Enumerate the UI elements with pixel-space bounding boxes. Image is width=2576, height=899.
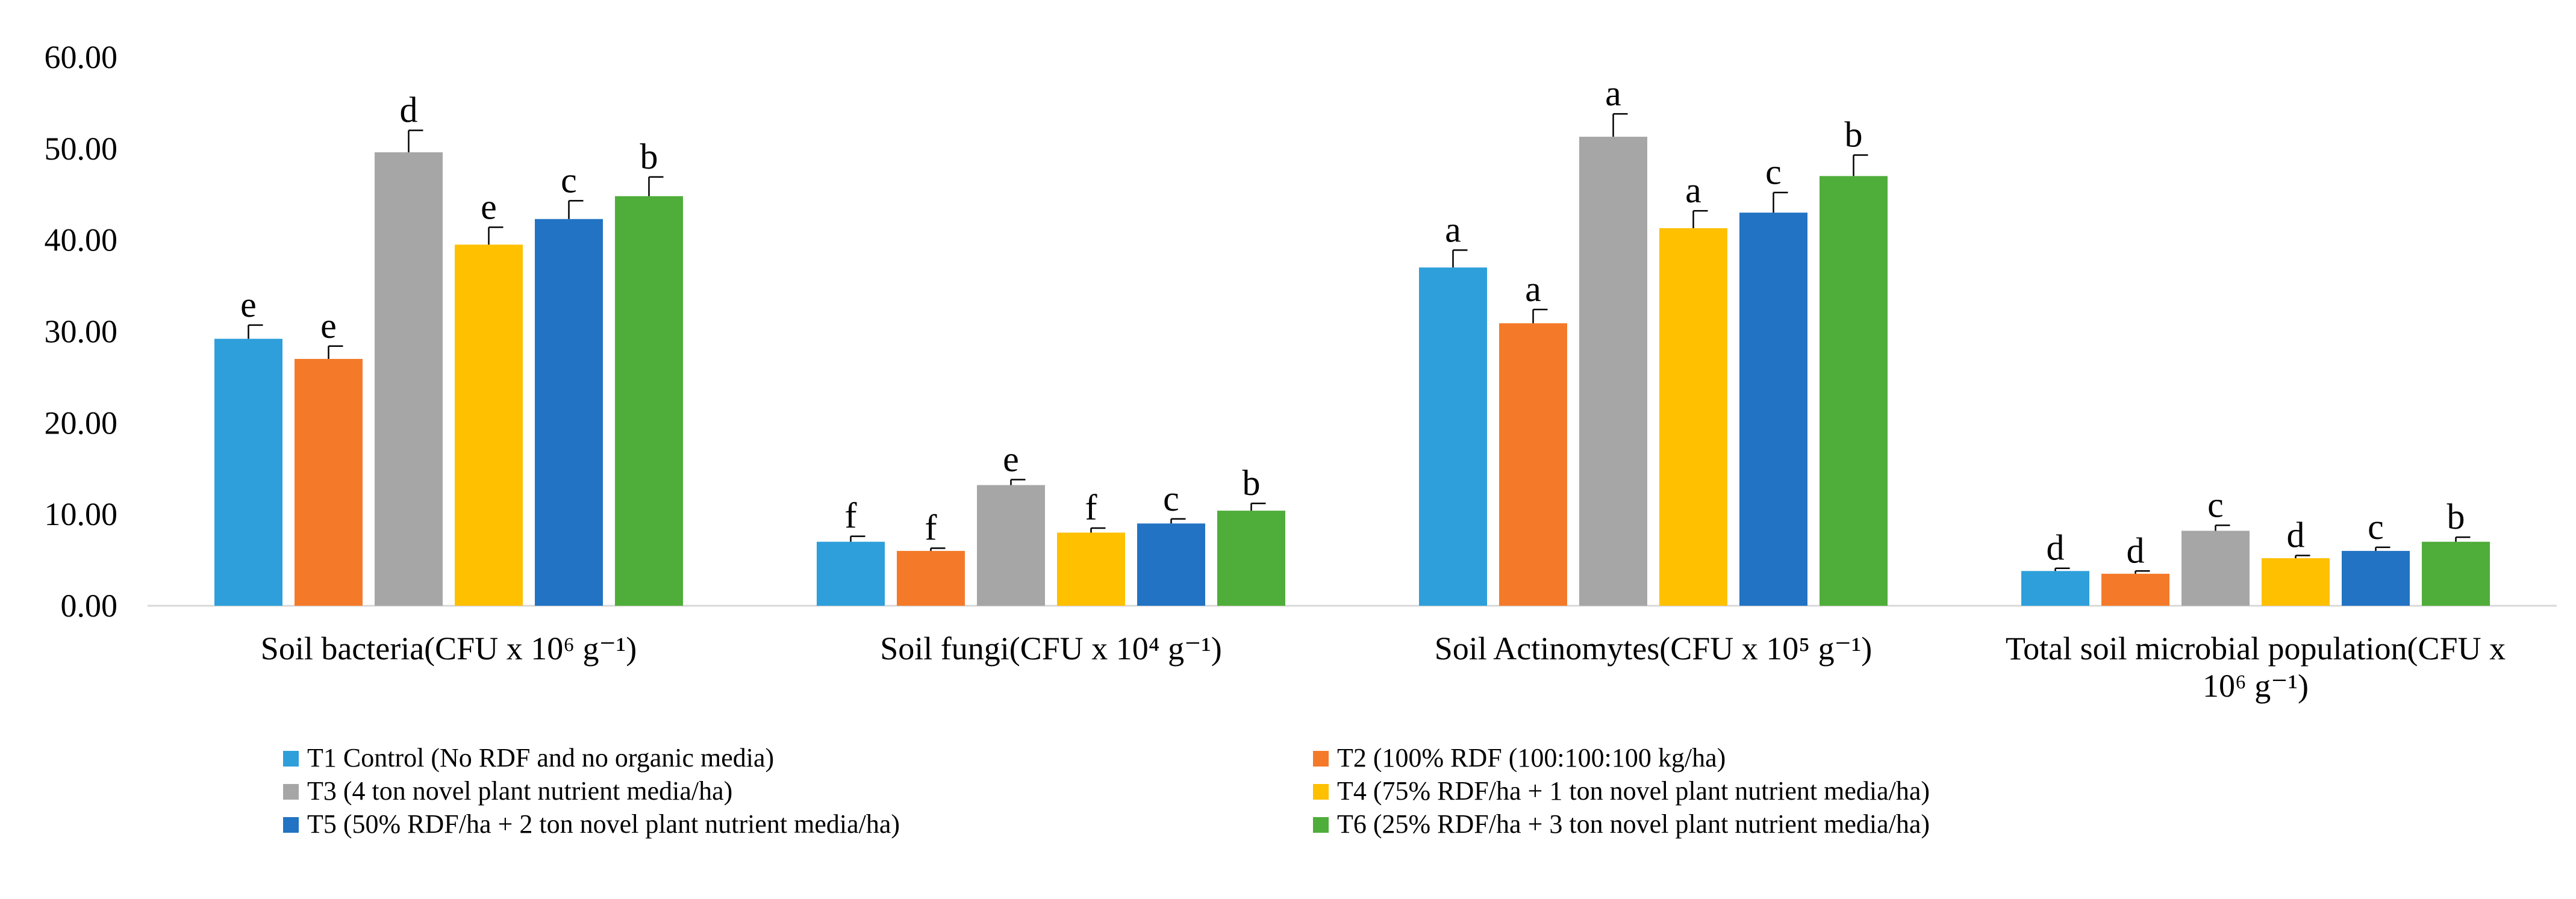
legend-label: T1 Control (No RDF and no organic media) — [307, 743, 774, 773]
significance-letter: b — [640, 137, 658, 176]
bar — [375, 152, 443, 606]
significance-letter: e — [481, 187, 497, 226]
bar — [2181, 530, 2250, 606]
significance-letter: c — [1765, 152, 1782, 192]
significance-letter: c — [561, 160, 577, 200]
legend-swatch — [283, 751, 299, 767]
significance-letter: f — [845, 496, 857, 536]
bar — [2422, 541, 2490, 606]
bar — [2101, 573, 2169, 606]
legend-swatch — [283, 784, 299, 800]
y-tick-label: 0.00 — [61, 588, 118, 624]
y-tick-label: 30.00 — [45, 314, 118, 350]
bar — [1419, 267, 1487, 606]
legend-label: T3 (4 ton novel plant nutrient media/ha) — [307, 776, 732, 806]
significance-letter: c — [2368, 507, 2384, 547]
bar — [214, 338, 282, 606]
significance-letter: d — [2047, 528, 2065, 568]
y-tick-label: 20.00 — [45, 405, 118, 441]
significance-letter: a — [1685, 170, 1701, 210]
legend-label: T2 (100% RDF (100:100:100 kg/ha) — [1337, 743, 1726, 773]
bar — [1579, 137, 1647, 606]
bar — [897, 550, 965, 606]
bar — [615, 196, 683, 606]
bar — [295, 359, 363, 606]
bar — [2262, 558, 2330, 606]
bar — [1137, 523, 1205, 606]
bar — [1217, 511, 1285, 606]
significance-letter: d — [2127, 530, 2145, 570]
bar — [1820, 176, 1888, 606]
significance-letter: a — [1445, 210, 1461, 249]
significance-letter: a — [1525, 269, 1541, 309]
x-category-label: Soil bacteria(CFU x 10⁶ g⁻¹) — [261, 630, 637, 667]
bar — [977, 485, 1045, 606]
bar — [455, 244, 523, 606]
significance-letter: d — [2287, 515, 2305, 555]
significance-letter: e — [320, 306, 337, 346]
legend-swatch — [1313, 751, 1329, 767]
significance-letter: b — [1243, 463, 1261, 503]
bar — [817, 541, 885, 606]
y-tick-label: 40.00 — [45, 222, 118, 258]
legend-swatch — [1313, 784, 1329, 800]
bar — [2021, 571, 2089, 606]
bar — [1057, 532, 1125, 606]
legend-label: T5 (50% RDF/ha + 2 ton novel plant nutri… — [307, 809, 900, 839]
significance-letter: c — [1163, 479, 1179, 518]
significance-letter: f — [925, 508, 937, 547]
x-category-label: Soil Actinomytes(CFU x 10⁵ g⁻¹) — [1435, 630, 1873, 667]
significance-letter: d — [400, 90, 418, 129]
bar — [535, 219, 603, 606]
y-tick-label: 60.00 — [45, 39, 118, 75]
legend-label: T6 (25% RDF/ha + 3 ton novel plant nutri… — [1337, 809, 1930, 839]
bar — [1659, 228, 1727, 606]
significance-letter: f — [1085, 488, 1097, 527]
significance-letter: b — [1845, 114, 1863, 154]
bar — [1739, 213, 1807, 606]
significance-letter: c — [2207, 485, 2224, 524]
y-tick-label: 10.00 — [45, 496, 118, 532]
y-tick-label: 50.00 — [45, 131, 118, 167]
x-category-label: 10⁶ g⁻¹) — [2203, 668, 2309, 704]
significance-letter: e — [240, 285, 257, 325]
bar — [2342, 550, 2410, 606]
x-category-label: Total soil microbial population(CFU x — [2006, 630, 2506, 667]
legend-label: T4 (75% RDF/ha + 1 ton novel plant nutri… — [1337, 776, 1930, 806]
x-category-label: Soil fungi(CFU x 10⁴ g⁻¹) — [880, 630, 1222, 667]
legend-swatch — [1313, 817, 1329, 833]
significance-letter: a — [1605, 73, 1621, 113]
legend-swatch — [283, 817, 299, 833]
bar — [1499, 323, 1567, 606]
significance-letter: e — [1003, 439, 1019, 479]
significance-letter: b — [2447, 497, 2465, 537]
